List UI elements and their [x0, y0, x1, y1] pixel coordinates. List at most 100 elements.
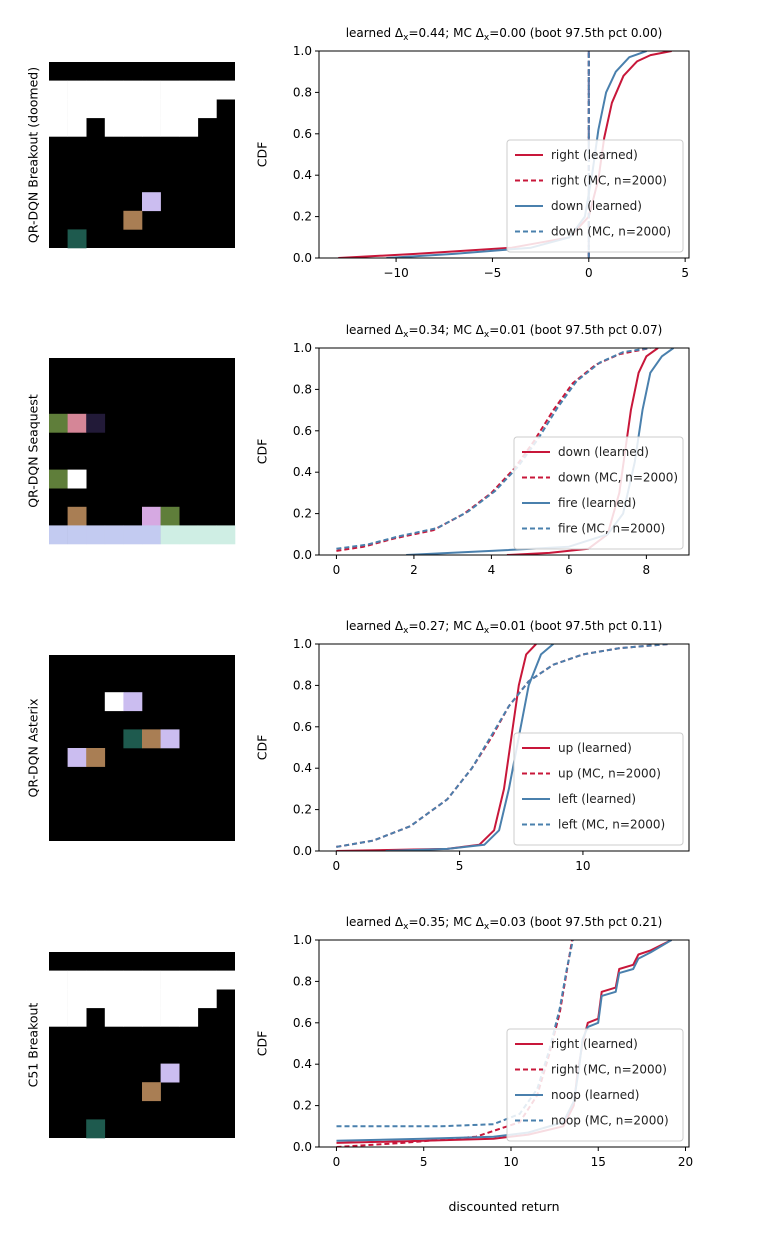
state-cell — [142, 99, 161, 119]
y-axis-label: CDF — [255, 735, 270, 761]
title-part: =0.01 (boot 97.5th pct 0.07) — [489, 323, 662, 337]
row-label: QR-DQN Asterix — [26, 699, 41, 798]
state-cell — [216, 970, 236, 990]
state-cell — [123, 970, 143, 990]
state-cell — [67, 80, 87, 100]
title-subscript: x — [403, 33, 409, 43]
state-cell — [142, 970, 161, 990]
state-cell — [160, 525, 180, 545]
plot-frame — [318, 643, 690, 852]
legend-label: noop (learned) — [551, 1088, 639, 1102]
y-tick-label: 0.8 — [293, 974, 312, 988]
x-tick-label: 0 — [333, 563, 341, 577]
series-line-3 — [336, 940, 574, 1128]
state-cell — [160, 99, 180, 119]
x-tick-label: 0 — [333, 1155, 341, 1169]
row-label: C51 Breakout — [26, 1003, 41, 1088]
title-subscript: x — [403, 330, 409, 340]
state-cell — [67, 970, 87, 990]
state-cell — [49, 80, 68, 100]
x-tick-label: 15 — [591, 1155, 606, 1169]
state-cell — [123, 989, 143, 1009]
state-cell — [86, 970, 106, 990]
y-tick-label: 0.2 — [293, 507, 312, 521]
state-cell — [86, 1119, 106, 1139]
y-axis-label: CDF — [255, 142, 270, 168]
state-cell — [67, 413, 87, 433]
plot-title: learned Δx=0.34; MC Δx=0.01 (boot 97.5th… — [346, 323, 663, 340]
state-cell — [142, 506, 161, 526]
state-cell — [179, 1007, 199, 1027]
row-label: QR-DQN Breakout (doomed) — [26, 67, 41, 243]
y-tick-label: 0.8 — [293, 85, 312, 99]
state-cell — [86, 525, 106, 545]
y-tick-label: 0.2 — [293, 1099, 312, 1113]
x-tick-label: 0 — [332, 859, 340, 873]
state-cell — [49, 1007, 68, 1027]
legend-label: fire (learned) — [558, 496, 636, 510]
row-label: QR-DQN Seaquest — [26, 394, 41, 508]
state-cell — [160, 970, 180, 990]
state-cell — [123, 729, 143, 749]
legend-label: down (learned) — [551, 199, 642, 213]
panel-row-1: QR-DQN Seaquest learned Δx=0.34; MC Δx=0.… — [26, 323, 690, 577]
legend-box — [506, 139, 684, 253]
state-cell — [142, 729, 161, 749]
state-cell — [142, 192, 161, 212]
y-tick-label: 1.0 — [293, 933, 312, 947]
state-cell — [67, 506, 87, 526]
state-cell — [142, 1082, 161, 1102]
state-cell — [67, 1007, 87, 1027]
x-tick-label: 0 — [585, 266, 593, 280]
state-cell — [179, 99, 199, 119]
legend: down (learned) down (MC, n=2000) fire (lea… — [513, 436, 684, 550]
legend-label: up (MC, n=2000) — [558, 767, 661, 781]
y-tick-label: 0.6 — [293, 424, 312, 438]
plot-frame — [318, 939, 690, 1148]
legend-label: fire (MC, n=2000) — [558, 522, 665, 536]
legend: right (learned) right (MC, n=2000) noop (l… — [506, 1028, 684, 1142]
x-tick-label: 6 — [565, 563, 573, 577]
plot-title: learned Δx=0.35; MC Δx=0.03 (boot 97.5th… — [346, 915, 663, 932]
state-cell — [197, 970, 217, 990]
x-tick-label: 2 — [410, 563, 418, 577]
legend-box — [513, 436, 684, 550]
state-cell — [123, 525, 143, 545]
y-tick-label: 0.0 — [293, 844, 312, 858]
legend-label: right (MC, n=2000) — [551, 1063, 667, 1077]
x-axis-label: discounted return — [448, 1199, 559, 1214]
state-cell — [123, 117, 143, 137]
state-cell — [49, 413, 68, 433]
state-cell — [104, 99, 124, 119]
title-subscript: x — [484, 330, 490, 340]
y-tick-label: 0.0 — [293, 251, 312, 265]
legend-label: left (MC, n=2000) — [558, 818, 665, 832]
state-cell — [123, 692, 143, 712]
title-part: =0.00 (boot 97.5th pct 0.00) — [489, 26, 662, 40]
legend-label: down (learned) — [558, 445, 649, 459]
state-cell — [86, 989, 106, 1009]
plot-frame — [318, 347, 690, 556]
state-cell — [104, 989, 124, 1009]
state-cell — [160, 506, 180, 526]
title-part: =0.03 (boot 97.5th pct 0.21) — [489, 915, 662, 929]
state-cell — [160, 989, 180, 1009]
state-cell — [160, 729, 180, 749]
x-tick-label: 10 — [503, 1155, 518, 1169]
series-line-3 — [336, 348, 651, 550]
state-cell — [49, 469, 68, 489]
y-tick-label: 0.4 — [293, 168, 312, 182]
title-part: =0.34; MC Δ — [408, 323, 484, 337]
state-cell — [142, 1007, 161, 1027]
state-cell — [160, 80, 180, 100]
state-cell — [123, 1007, 143, 1027]
state-cell — [49, 99, 68, 119]
state-cell — [197, 989, 217, 1009]
state-cell — [49, 525, 68, 545]
y-tick-label: 0.6 — [293, 127, 312, 141]
state-cell — [142, 117, 161, 137]
plot-title: learned Δx=0.44; MC Δx=0.00 (boot 97.5th… — [346, 26, 663, 43]
x-tick-label: −5 — [484, 266, 502, 280]
title-part: =0.01 (boot 97.5th pct 0.11) — [489, 619, 662, 633]
